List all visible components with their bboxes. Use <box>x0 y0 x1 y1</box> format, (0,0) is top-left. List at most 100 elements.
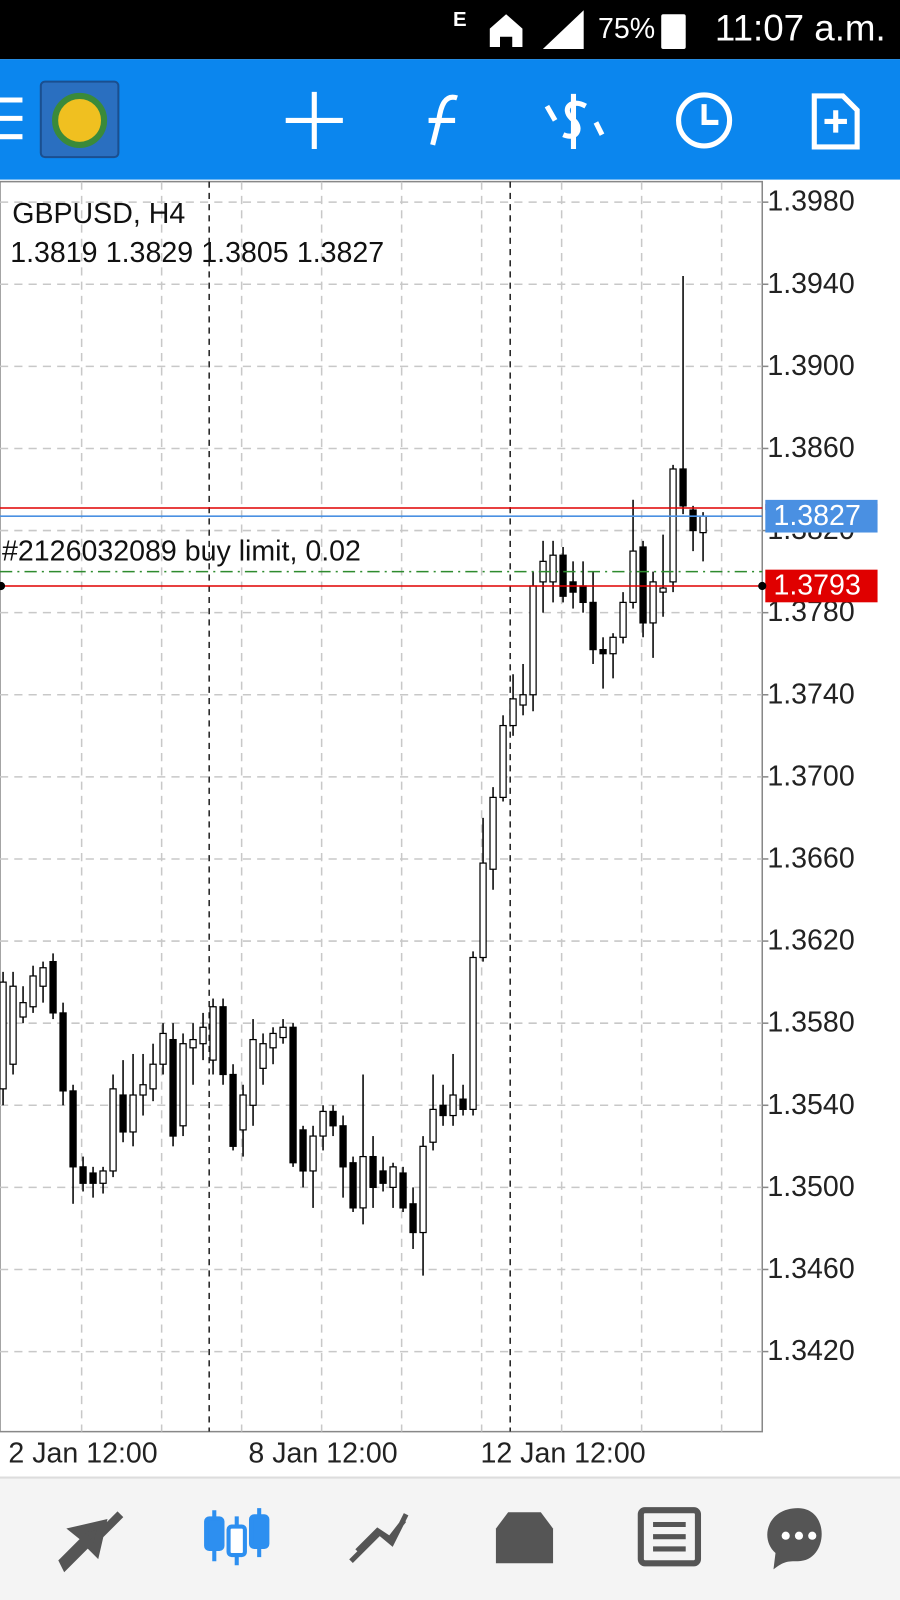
candle-body <box>99 1170 107 1184</box>
candle-body <box>549 554 557 583</box>
candle-body <box>679 468 687 507</box>
trade-tab[interactable] <box>349 1513 409 1564</box>
candle-body <box>119 1094 127 1133</box>
candle-body <box>479 862 487 959</box>
ohlc-readout: 1.3819 1.3829 1.3805 1.3827 <box>10 237 384 269</box>
toolbar-icons <box>0 80 860 159</box>
candle-body <box>389 1166 397 1188</box>
status-bar <box>0 0 900 60</box>
candle-body <box>359 1155 367 1209</box>
candle-body <box>349 1162 357 1209</box>
candle-body <box>239 1094 247 1131</box>
candle-body <box>369 1155 377 1188</box>
candle-body <box>179 1043 187 1127</box>
candle-body <box>649 581 657 624</box>
ohlc-open: 1.3819 <box>10 237 97 269</box>
candle-body <box>399 1172 407 1209</box>
y-tick-label: 1.3740 <box>767 678 854 710</box>
indicators-button[interactable] <box>428 94 458 146</box>
candle-body <box>69 1090 77 1168</box>
candle-body <box>289 1026 297 1164</box>
y-tick-label: 1.3660 <box>767 843 854 875</box>
trade-button[interactable] <box>544 93 605 149</box>
ohlc-close: 1.3827 <box>297 237 384 269</box>
candle-body <box>429 1108 437 1143</box>
candle-body <box>659 587 667 593</box>
y-tick-label: 1.3580 <box>767 1007 854 1039</box>
app-logo-mark <box>52 92 108 148</box>
bottom-nav <box>0 1477 900 1600</box>
candle-body <box>609 636 617 655</box>
candle-body <box>49 960 57 1014</box>
y-tick-label: 1.3620 <box>767 925 854 957</box>
candle-body <box>109 1088 117 1172</box>
candle-body <box>689 509 697 532</box>
candle-body <box>499 724 507 799</box>
order-handle <box>0 581 6 591</box>
candle-body <box>309 1135 317 1172</box>
candle-body <box>39 967 47 987</box>
candle-body <box>599 649 607 655</box>
candle-body <box>459 1098 467 1110</box>
y-tick-label: 1.3460 <box>767 1253 854 1285</box>
plot <box>0 181 763 1432</box>
candle-body <box>559 554 567 597</box>
candle-body <box>199 1026 207 1045</box>
candle-body <box>129 1094 137 1133</box>
order-label-box <box>765 569 878 603</box>
candle-body <box>169 1038 177 1137</box>
candle-body <box>509 698 517 727</box>
x-tick-label: 12 Jan 12:00 <box>480 1438 645 1470</box>
candle-body <box>159 1032 167 1065</box>
candle-body <box>489 796 497 870</box>
crosshair-button[interactable] <box>285 91 343 149</box>
new-chart-button[interactable] <box>811 93 860 150</box>
svg-text:E: E <box>453 9 467 31</box>
y-tick-label: 1.3500 <box>767 1171 854 1203</box>
y-tick-label: 1.3540 <box>767 1089 854 1121</box>
candle-body <box>299 1129 307 1172</box>
candle-body <box>419 1145 427 1234</box>
menu-button[interactable] <box>0 97 23 140</box>
candle-body <box>319 1110 327 1137</box>
candle-body <box>629 550 637 604</box>
quotes-tab[interactable] <box>58 1511 124 1573</box>
candle-body <box>619 601 627 638</box>
candle-body <box>219 1006 227 1076</box>
candle-body <box>339 1125 347 1168</box>
candle-body <box>569 581 577 593</box>
news-tab[interactable] <box>637 1507 702 1567</box>
plot-area <box>0 180 764 1433</box>
candle-body <box>89 1172 97 1184</box>
candle-body <box>0 981 7 1090</box>
bid-label: 1.3827 <box>773 500 860 532</box>
ohlc-low: 1.3805 <box>201 237 288 269</box>
candle-body <box>229 1073 237 1147</box>
chart-tab[interactable] <box>204 1508 270 1566</box>
candle-body <box>669 468 677 583</box>
candle-body <box>519 694 527 706</box>
candle-body <box>259 1043 267 1069</box>
y-tick-label: 1.3980 <box>767 186 854 218</box>
candle-body <box>699 515 707 534</box>
period-button[interactable] <box>676 92 733 149</box>
candle-body <box>79 1166 87 1184</box>
order-handle <box>758 581 767 591</box>
y-tick-label: 1.3700 <box>767 760 854 792</box>
chat-tab[interactable] <box>767 1508 822 1570</box>
order-text: #2126032089 buy limit, 0.02 <box>2 536 361 568</box>
clock: 11:07 a.m. <box>715 7 886 48</box>
candle-body <box>639 546 647 624</box>
candle-body <box>329 1110 337 1127</box>
y-tick-label: 1.3940 <box>767 268 854 300</box>
y-tick-label: 1.3420 <box>767 1335 854 1367</box>
candle-body <box>149 1063 157 1090</box>
candle-body <box>589 601 597 651</box>
x-tick-label: 2 Jan 12:00 <box>8 1438 157 1470</box>
candle-body <box>449 1094 457 1117</box>
candle-body <box>409 1203 417 1234</box>
history-tab[interactable] <box>495 1512 554 1564</box>
battery-level: 75% <box>598 13 655 45</box>
candle-body <box>579 585 587 604</box>
